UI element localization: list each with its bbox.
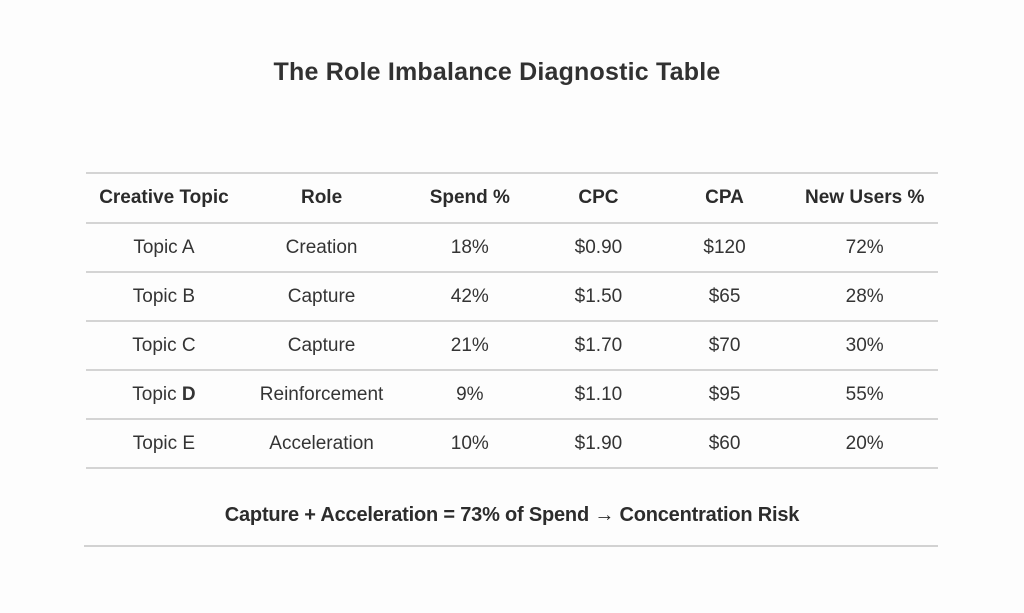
cell-cpc: $1.50 xyxy=(574,285,623,307)
cell-role: Creation xyxy=(285,236,358,258)
cell-cpa: $70 xyxy=(708,334,741,356)
cell-cpc: $0.90 xyxy=(574,236,623,258)
concentration-risk-note: Capture + Acceleration = 73% of Spend → … xyxy=(224,504,800,526)
topic-d-letter: D xyxy=(181,383,196,405)
cell-role: Capture xyxy=(287,334,356,356)
cell-spend: 10% xyxy=(450,432,489,454)
header-cell-role: Role xyxy=(300,187,343,208)
cell-cpc: $1.90 xyxy=(574,432,623,454)
table-row-topic-c: Topic C Capture 21% $1.70 $70 30% xyxy=(86,320,938,369)
cell-topic: Topic B xyxy=(132,285,196,307)
cell-spend: 9% xyxy=(456,383,484,405)
cell-new-users: 30% xyxy=(845,334,884,356)
table-row-topic-e: Topic E Acceleration 10% $1.90 $60 20% xyxy=(86,418,938,469)
cell-topic: Topic C xyxy=(132,334,196,356)
table-row-topic-d: Topic D Reinforcement 9% $1.10 $95 55% xyxy=(86,369,938,418)
cell-cpc: $1.10 xyxy=(574,383,623,405)
cell-new-users: 28% xyxy=(845,285,884,307)
header-cell-cpa: CPA xyxy=(705,187,744,208)
table-row-topic-b: Topic B Capture 42% $1.50 $65 28% xyxy=(86,271,938,320)
cell-topic: Topic E xyxy=(132,432,196,454)
cell-role: Reinforcement xyxy=(259,383,384,405)
cell-spend: 18% xyxy=(450,236,489,258)
cell-cpa: $95 xyxy=(708,383,741,405)
cell-role: Acceleration xyxy=(269,432,374,454)
cell-cpa: $60 xyxy=(708,432,741,454)
bottom-divider xyxy=(84,545,938,547)
header-cell-creative-topic: Creative Topic xyxy=(99,187,229,208)
cell-spend: 42% xyxy=(450,285,489,307)
cell-topic: Topic A xyxy=(133,236,195,258)
cell-cpc: $1.70 xyxy=(574,334,623,356)
topic-d-prefix: Topic xyxy=(132,383,182,405)
cell-new-users: 55% xyxy=(845,383,884,405)
diagnostic-table: Creative Topic Role Spend % CPC CPA New … xyxy=(86,172,938,469)
cell-new-users: 72% xyxy=(845,236,884,258)
cell-new-users: 20% xyxy=(845,432,884,454)
cell-role: Capture xyxy=(287,285,356,307)
header-cell-spend: Spend % xyxy=(429,187,510,208)
cell-cpa: $120 xyxy=(703,236,746,258)
cell-spend: 21% xyxy=(450,334,489,356)
page-title: The Role Imbalance Diagnostic Table xyxy=(273,58,721,86)
header-cell-new-users: New Users % xyxy=(805,187,925,208)
cell-cpa: $65 xyxy=(708,285,741,307)
header-cell-cpc: CPC xyxy=(578,187,619,208)
cell-topic: Topic D xyxy=(86,384,242,406)
table-header-row: Creative Topic Role Spend % CPC CPA New … xyxy=(86,172,938,222)
table-row-topic-a: Topic A Creation 18% $0.90 $120 72% xyxy=(86,222,938,271)
